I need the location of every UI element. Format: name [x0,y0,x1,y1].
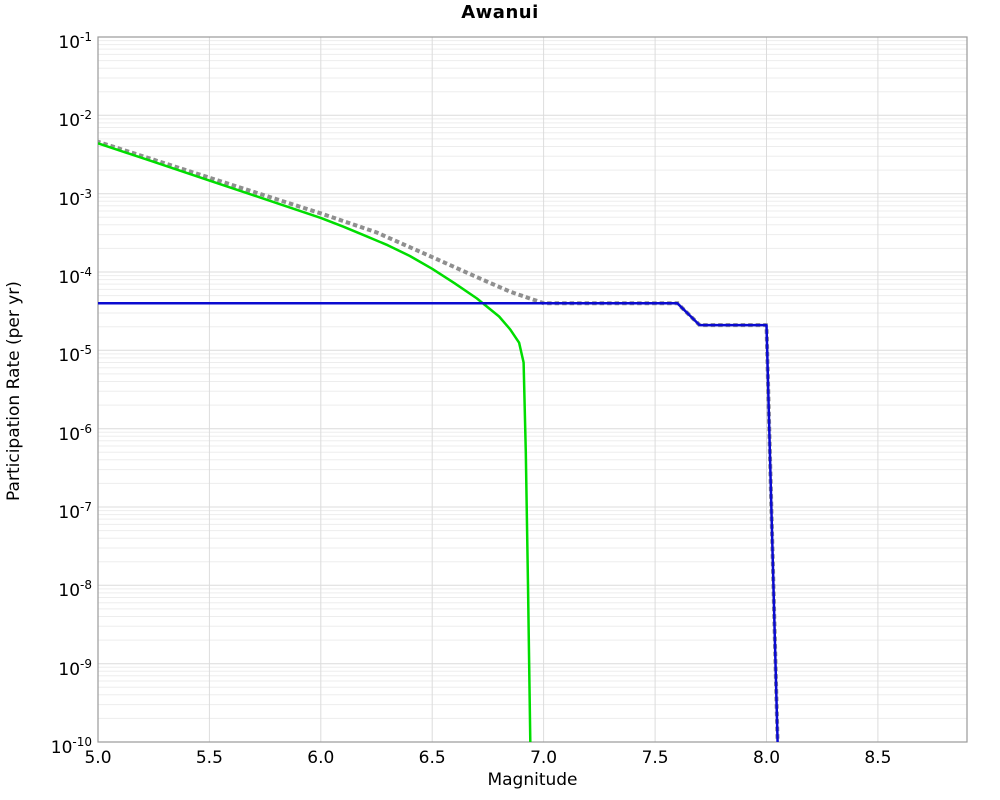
minor-gridlines [98,40,967,719]
y-tick-label: 10-5 [58,343,92,367]
green-solid-curve [98,142,532,742]
x-tick-label: 7.5 [641,748,669,768]
x-axis-label: Magnitude [487,770,578,790]
x-tick-label: 5.0 [84,748,112,768]
x-tick-label: 6.5 [418,748,446,768]
x-tick-label: 7.0 [530,748,558,768]
x-tick-label: 5.5 [195,748,223,768]
y-axis-label: Participation Rate (per yr) [4,281,24,501]
x-tick-label: 8.5 [864,748,892,768]
y-tick-label: 10-1 [58,30,92,53]
y-tick-label: 10-4 [58,265,92,288]
x-tick-label: 6.0 [307,748,335,768]
blue-solid-curve [98,301,779,742]
plot-border [97,36,968,743]
y-tick-label: 10-6 [58,421,92,445]
y-tick-label: 10-8 [58,578,92,602]
x-tick-label: 8.0 [752,748,781,768]
y-tick-label: 10-9 [58,656,92,680]
major-gridlines [98,36,967,743]
chart-title: Awanui [461,2,539,23]
y-tick-label: 10-7 [58,500,92,523]
vertical-gridlines [97,37,879,742]
y-tick-label: 10-10 [50,735,92,758]
y-tick-label: 10-3 [58,186,92,210]
gray-dotted-curve [98,139,780,742]
y-tick-label: 10-2 [58,108,92,132]
